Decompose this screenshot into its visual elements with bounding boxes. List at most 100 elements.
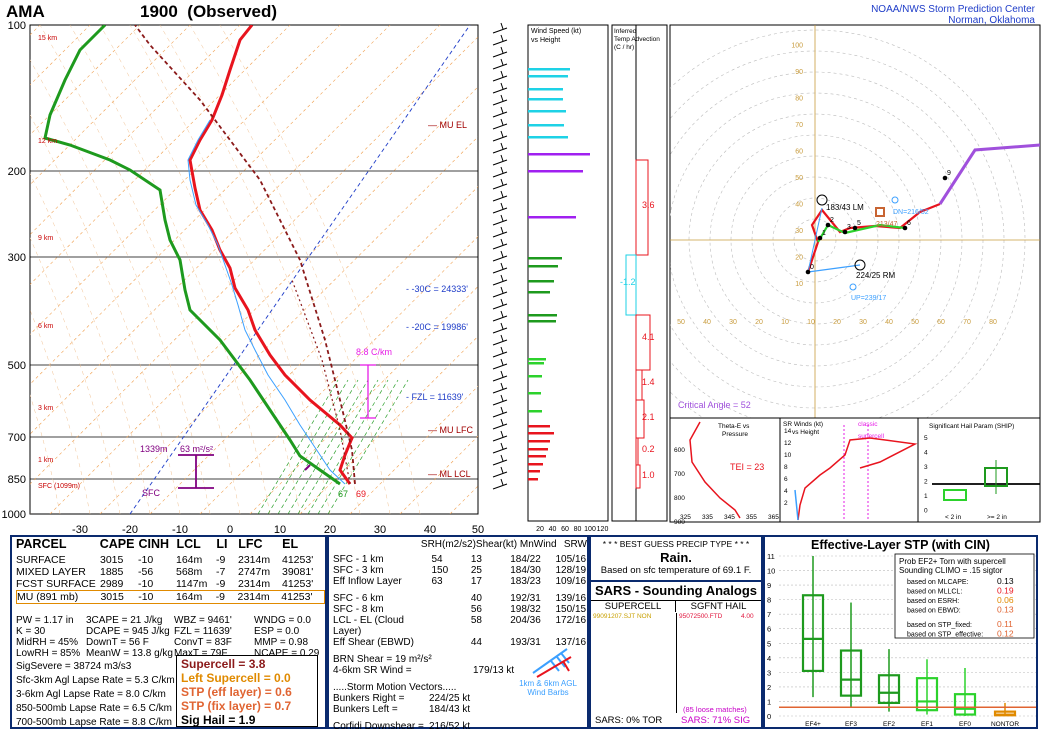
hodo-point-label-3: 3 <box>847 224 851 231</box>
kinematics-cell: SRW <box>563 539 587 550</box>
hodo-x-label-2: 30 <box>729 319 737 326</box>
hodo-x-label-6: 20 <box>833 319 841 326</box>
srw-supercell: supercell <box>858 433 885 440</box>
height-label-2: 9 km <box>38 235 53 242</box>
stp-ytick-1: 1 <box>767 697 771 706</box>
pressure-label-200: 200 <box>8 166 26 178</box>
wind-speed-bar-24 <box>528 448 548 451</box>
kinematics-cell: SRH(m2/s2) <box>420 539 476 550</box>
stp-prob-label-1: based on MLLCL: <box>907 589 962 596</box>
hodo-y-label-10: 10 <box>795 281 803 288</box>
kinematics-cell: 105/16 <box>555 554 587 565</box>
wind-speed-bar-20 <box>528 410 542 413</box>
wind-barb-flag <box>500 286 504 294</box>
theta-ytick-900: 900 <box>674 519 685 526</box>
temp-label-30: 30 <box>374 524 386 535</box>
org-label: NOAA/NWS Storm Prediction Center Norman, … <box>871 4 1035 26</box>
kinematics-cell: 184/30 <box>510 565 541 576</box>
pressure-label-1000: 1000 <box>2 509 26 521</box>
temperature-trace <box>188 25 354 485</box>
wind-barb <box>492 111 508 118</box>
hodo-point-label-6: 6 <box>907 220 911 227</box>
hodo-y-label-40: 40 <box>795 202 803 209</box>
kinematics-cell: Eff Shear (EBWD) <box>333 637 414 648</box>
wind-barb-flag <box>500 334 504 342</box>
tadv-value-3: 1.4 <box>642 377 655 387</box>
wind-barb <box>492 255 508 262</box>
wind-speed-bar-7 <box>528 153 590 156</box>
height-label-3: 6 km <box>38 323 53 330</box>
parcel-cell: 1147m <box>176 578 208 590</box>
misc-cell: ESP = 0.0 <box>254 626 300 637</box>
kinematics-cell: 224/25 kt <box>429 693 471 704</box>
srw-title-1: SR Winds (kt) <box>783 421 823 428</box>
wind-barb-flag <box>500 154 504 162</box>
composite-index: Left Supercell = 0.0 <box>181 671 291 685</box>
wind-barb-flag <box>500 178 504 186</box>
stp-ytick-8: 8 <box>767 596 771 605</box>
sars-divider <box>676 613 677 713</box>
parcel-cell: 164m <box>176 554 203 566</box>
kinematics-row: SRH(m2/s2) Shear(kt) MnWind SRW <box>333 539 587 550</box>
wind-speed-bar-26 <box>528 463 543 466</box>
temp-label--30: -30 <box>72 524 88 535</box>
mixing-ratio-line <box>317 379 399 514</box>
isotherm <box>30 25 191 186</box>
tadv-title-3: (C / hr) <box>614 44 634 51</box>
parcel-cell: 164m <box>175 591 203 603</box>
hodo-point-5 <box>852 225 858 231</box>
wind-barb <box>492 51 508 58</box>
kinematics-cell: 198/32 <box>510 604 541 615</box>
lapse-rate-row: 700-500mb Lapse Rate = 8.8 C/km <box>16 717 172 728</box>
kinematics-pane: SRH(m2/s2) Shear(kt) MnWind SRW SFC - 1 km 54… <box>327 535 589 731</box>
pressure-label-500: 500 <box>8 360 26 372</box>
kinematics-row: Bunkers Left = 184/43 kt <box>333 704 587 715</box>
parcel-cell: 2747m <box>238 566 271 578</box>
wind-panel-title-1: Wind Speed (kt) <box>531 28 581 35</box>
wind-barb <box>492 171 508 178</box>
parcel-header-cinh: CINH <box>138 537 170 551</box>
wind-speed-bar-12 <box>528 280 554 283</box>
parcel-row: FCST SURFACE 2989 -10 1147m -9 2314m 41253' <box>16 578 325 590</box>
org-line1: NOAA/NWS Storm Prediction Center <box>871 4 1035 15</box>
ship-frame <box>917 417 1041 523</box>
stp-prob-line2: Sounding CLIMO = .15 sigtor <box>899 566 1003 575</box>
wind-barb <box>492 315 508 322</box>
hodo-x-label-10: 60 <box>937 319 945 326</box>
hodo-x-label-4: 10 <box>781 319 789 326</box>
hodo-point-label-2: 2 <box>830 217 834 224</box>
dry-adiabat <box>159 25 361 514</box>
temp-label--10: -10 <box>172 524 188 535</box>
divider <box>591 580 761 582</box>
dry-adiabat <box>129 25 331 514</box>
stp-prob-value-0: 0.13 <box>997 576 1014 586</box>
sr-winds-panel: SR Winds (kt)vs Height classic supercell 14… <box>779 417 919 523</box>
wind-barb <box>492 327 508 334</box>
stp-box-4 <box>953 693 977 716</box>
kinematics-cell: 192/31 <box>510 593 541 604</box>
time-value: 1900 <box>140 2 178 21</box>
kinematics-row: Corfidi Downshear = 216/52 kt <box>333 721 587 731</box>
wind-barb <box>492 39 508 46</box>
kinematics-row: 4-6km SR Wind = 179/13 kt <box>333 665 587 676</box>
skewt-diagram: 100 200 300 500 700 850 1000 -30 -20 -10 0 10 20 30 40… <box>2 20 485 535</box>
wind-barb-flag <box>500 346 504 354</box>
ship-panel: Significant Hail Param (SHIP)5 4 3 2 1 0 < 2 i… <box>917 417 1041 523</box>
height-label-5: 1 km <box>38 457 53 464</box>
dry-adiabat <box>30 237 121 514</box>
wind-barb-flag <box>500 22 504 30</box>
theta-xtick-355: 355 <box>746 514 757 521</box>
mean-wind-marker <box>875 207 885 217</box>
dry-adiabat <box>30 173 151 514</box>
misc-row: LowRH = 85% MeanW = 13.8 g/kg MaxT = 79F NC… <box>16 648 325 659</box>
kinematics-cell: SFC - 6 km <box>333 593 384 604</box>
wind-barb-flag <box>500 298 504 306</box>
srw-ytick-14: 14 <box>784 428 792 435</box>
wind-barb-flag <box>500 202 504 210</box>
hodo-point-6 <box>902 225 908 231</box>
wind-speed-bar-19 <box>528 392 541 395</box>
misc-cell: NCAPE = 0.29 <box>254 648 320 659</box>
hodo-point-label-0: 0 <box>810 264 814 271</box>
sars-tor: SARS: 0% TOR <box>595 715 663 726</box>
tadv-box-6 <box>635 464 641 489</box>
